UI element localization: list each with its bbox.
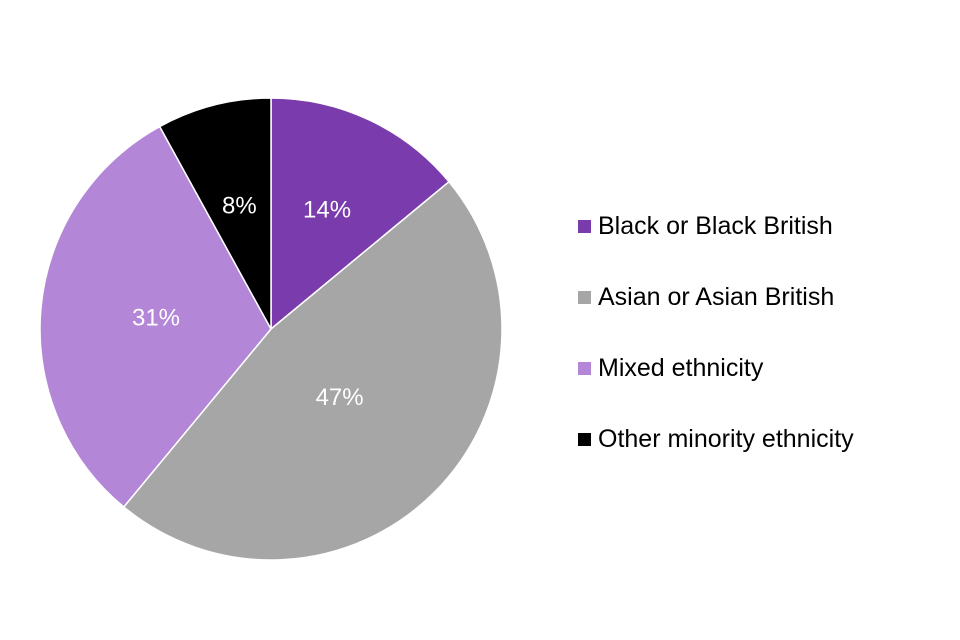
pie-slice-other-minority-ethnicity xyxy=(158,97,272,330)
legend-item-mixed-ethnicity: Mixed ethnicity xyxy=(578,350,854,386)
legend-swatch xyxy=(578,432,591,446)
pie-data-label: 14% xyxy=(303,196,351,223)
pie-slice-mixed-ethnicity xyxy=(39,125,272,509)
pie-slices xyxy=(39,97,503,561)
pie-data-label: 8% xyxy=(222,192,257,219)
legend-label: Asian or Asian British xyxy=(598,282,835,311)
legend-label: Mixed ethnicity xyxy=(598,353,764,382)
legend: Black or Black British Asian or Asian Br… xyxy=(578,208,854,492)
pie-data-label: 47% xyxy=(316,384,364,411)
pie-slice-black-or-black-british xyxy=(270,97,451,331)
legend-label: Black or Black British xyxy=(598,211,833,240)
legend-swatch xyxy=(578,219,591,233)
pie-slice-asian-or-asian-british xyxy=(122,180,503,561)
legend-item-other-minority-ethnicity: Other minority ethnicity xyxy=(578,421,854,457)
pie-data-label: 31% xyxy=(132,305,180,332)
pie-data-labels: 14% 47% 31% 8% xyxy=(132,192,364,411)
legend-swatch xyxy=(578,361,591,375)
legend-item-black-or-black-british: Black or Black British xyxy=(578,208,854,244)
legend-item-asian-or-asian-british: Asian or Asian British xyxy=(578,279,854,315)
legend-swatch xyxy=(578,290,591,304)
legend-label: Other minority ethnicity xyxy=(598,424,854,453)
